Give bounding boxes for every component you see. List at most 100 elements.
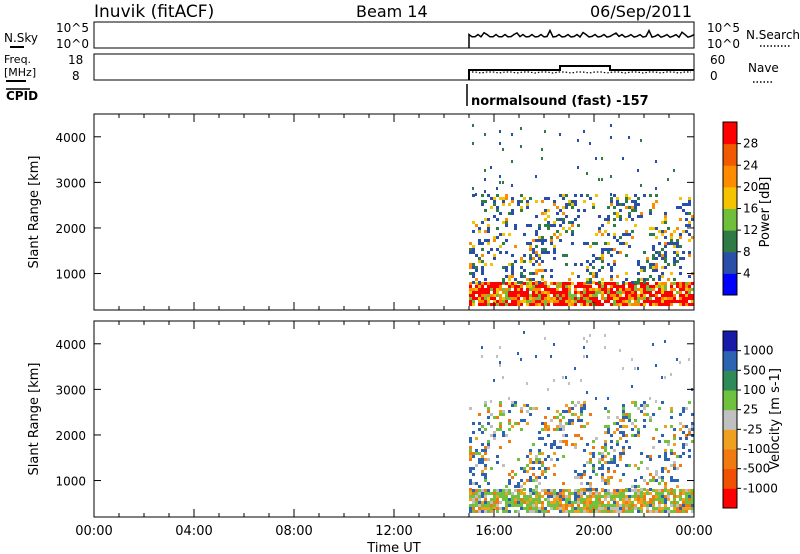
data-cell (484, 510, 487, 513)
data-cell (535, 488, 538, 491)
data-cell (655, 470, 658, 473)
data-cell (535, 498, 538, 501)
data-cell (496, 428, 499, 431)
data-cell (631, 285, 634, 288)
data-cell (652, 489, 655, 492)
data-cell (688, 455, 691, 458)
data-cell (496, 194, 499, 197)
data-cell (655, 282, 658, 285)
data-cell (505, 239, 508, 242)
colorbar-swatch (723, 409, 737, 430)
data-cell (496, 461, 499, 464)
data-cell (688, 282, 691, 285)
data-cell (469, 266, 472, 269)
data-cell (484, 303, 487, 306)
data-cell (493, 489, 496, 492)
data-cell (547, 388, 549, 391)
data-cell (649, 285, 652, 288)
data-cell (628, 282, 631, 285)
data-cell (664, 260, 667, 263)
data-cell (490, 507, 493, 510)
data-cell (679, 257, 682, 260)
data-cell (526, 294, 529, 297)
data-cell (535, 230, 538, 233)
data-cell (664, 458, 667, 461)
data-cell (679, 489, 682, 492)
data-cell (601, 248, 604, 251)
data-cell (568, 422, 571, 425)
data-cell (658, 407, 661, 410)
data-cell (511, 160, 513, 163)
data-cell (646, 455, 649, 458)
data-cell (541, 422, 544, 425)
data-cell (655, 269, 658, 272)
data-cell (661, 470, 664, 473)
data-cell (640, 212, 643, 215)
data-cell (520, 285, 523, 288)
data-cell (574, 194, 577, 197)
data-cell (484, 209, 487, 212)
data-cell (472, 431, 475, 434)
data-cell (661, 479, 664, 482)
data-cell (562, 440, 565, 443)
data-cell (574, 443, 577, 446)
data-cell (640, 501, 643, 504)
data-cell (643, 492, 646, 495)
data-cell (484, 495, 487, 498)
data-cell (508, 263, 511, 266)
data-cell (478, 492, 481, 495)
data-cell (472, 142, 474, 145)
data-cell (487, 294, 490, 297)
data-cell (496, 285, 499, 288)
data-cell (592, 266, 595, 269)
data-cell (622, 495, 625, 498)
data-cell (565, 440, 568, 443)
data-cell (634, 401, 637, 404)
data-cell (556, 294, 559, 297)
data-cell (667, 242, 670, 245)
data-cell (529, 257, 532, 260)
data-cell (511, 498, 514, 501)
data-cell (583, 504, 586, 507)
data-cell (649, 303, 652, 306)
data-cell (649, 504, 652, 507)
data-cell (499, 233, 502, 236)
data-cell (613, 233, 616, 236)
data-cell (577, 297, 580, 300)
data-cell (616, 440, 619, 443)
data-cell (484, 476, 487, 479)
data-cell (502, 200, 505, 203)
data-cell (670, 452, 673, 455)
data-cell (607, 461, 610, 464)
data-cell (529, 510, 532, 513)
data-cell (565, 507, 568, 510)
data-cell (670, 492, 673, 495)
data-cell (682, 431, 685, 434)
data-cell (622, 419, 625, 422)
data-cell (586, 391, 588, 394)
data-cell (541, 504, 544, 507)
data-cell (499, 401, 502, 404)
data-cell (685, 285, 688, 288)
data-cell (640, 504, 643, 507)
data-cell (628, 416, 631, 419)
data-cell (568, 510, 571, 513)
data-cell (661, 303, 664, 306)
data-cell (484, 218, 487, 221)
data-cell (565, 206, 568, 209)
data-cell (670, 285, 673, 288)
data-cell (631, 489, 634, 492)
data-cell (532, 251, 535, 254)
data-cell (556, 504, 559, 507)
data-cell (493, 200, 496, 203)
data-cell (613, 470, 616, 473)
freq-label-1: Freq. (4, 53, 31, 66)
data-cell (547, 297, 550, 300)
data-cell (553, 297, 556, 300)
data-cell (595, 473, 598, 476)
data-cell (634, 281, 637, 284)
data-cell (514, 495, 517, 498)
data-cell (469, 467, 472, 470)
data-cell (514, 297, 517, 300)
data-cell (583, 200, 586, 203)
